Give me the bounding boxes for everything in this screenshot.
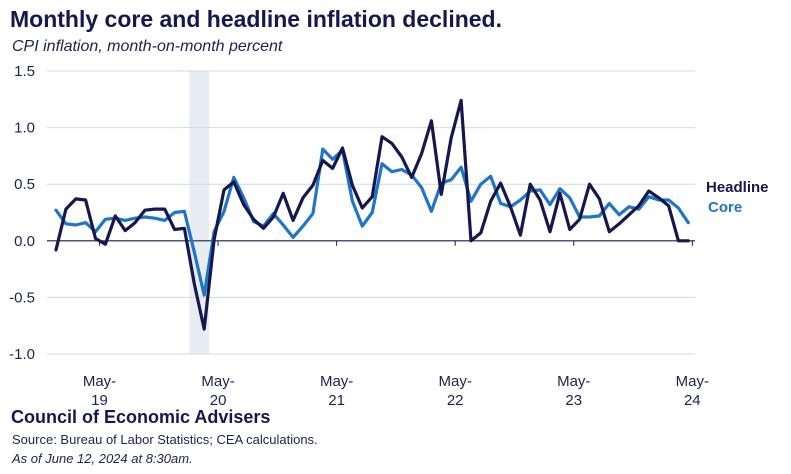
x-tick-label-month: May- bbox=[676, 373, 709, 390]
x-tick-label-month: May- bbox=[83, 373, 116, 390]
legend-headline: Headline bbox=[706, 179, 769, 196]
x-tick-label-year: 20 bbox=[210, 392, 227, 409]
x-tick-label-month: May- bbox=[201, 373, 234, 390]
x-tick-label-year: 22 bbox=[447, 392, 464, 409]
y-tick-label: -1.0 bbox=[9, 346, 35, 363]
legend-core: Core bbox=[708, 199, 742, 216]
source-note: Source: Bureau of Labor Statistics; CEA … bbox=[12, 432, 318, 447]
x-axis-ticks: May- 19 May- 20 May- 21 May- 22 May- 23 May- 24 bbox=[83, 240, 709, 409]
series-line-headline bbox=[54, 98, 690, 331]
series-lines bbox=[54, 98, 690, 331]
y-tick-label: 0.0 bbox=[14, 233, 35, 250]
x-tick-label-year: 19 bbox=[91, 392, 108, 409]
y-tick-label: 1.0 bbox=[14, 120, 35, 137]
x-tick-label-month: May- bbox=[557, 373, 590, 390]
x-tick-label-month: May- bbox=[320, 373, 353, 390]
y-tick-label: 1.5 bbox=[14, 63, 35, 80]
chart-title: Monthly core and headline inflation decl… bbox=[10, 6, 502, 32]
y-tick-label: -0.5 bbox=[9, 289, 35, 306]
x-tick-label-month: May- bbox=[439, 373, 472, 390]
gridlines bbox=[47, 70, 695, 355]
y-axis-ticks: 1.5 1.0 0.5 0.0 -0.5 -1.0 bbox=[9, 63, 35, 363]
series-line-core bbox=[54, 147, 690, 297]
x-tick-label-year: 21 bbox=[328, 392, 345, 409]
as-of-note: As of June 12, 2024 at 8:30am. bbox=[12, 451, 193, 466]
y-tick-label: 0.5 bbox=[14, 176, 35, 193]
organization-name: Council of Economic Advisers bbox=[11, 407, 271, 427]
x-tick-label-year: 24 bbox=[684, 392, 701, 409]
legend: Headline Core bbox=[706, 179, 769, 216]
x-tick-label-year: 23 bbox=[565, 392, 582, 409]
chart-subtitle: CPI inflation, month-on-month percent bbox=[12, 38, 283, 55]
